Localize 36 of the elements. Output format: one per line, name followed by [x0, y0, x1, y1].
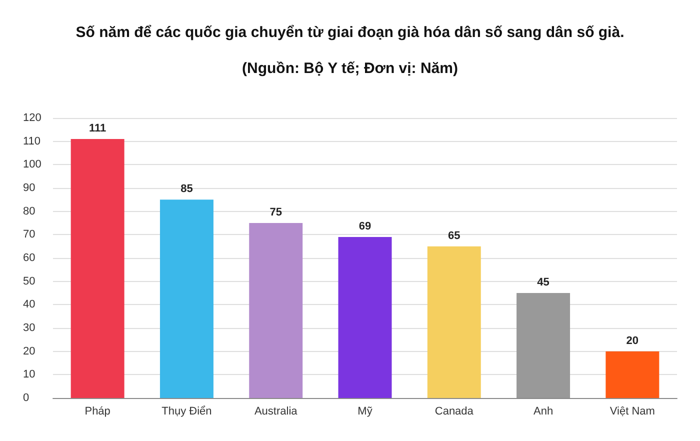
- y-tick-label: 120: [23, 112, 42, 124]
- bar: [427, 246, 481, 398]
- bar: [606, 351, 660, 398]
- chart-title: Số năm để các quốc gia chuyển từ giai đoạn già hóa dân số sang dân số già.: [76, 24, 624, 41]
- x-tick-label: Canada: [434, 406, 474, 418]
- bar: [70, 139, 124, 398]
- bar: [249, 223, 303, 398]
- y-tick-label: 80: [23, 205, 36, 218]
- bar: [516, 293, 570, 398]
- data-label: 20: [626, 334, 639, 347]
- y-tick-label: 110: [23, 135, 41, 148]
- data-label: 45: [537, 276, 550, 288]
- data-label: 69: [358, 220, 372, 232]
- x-tick-label: Mỹ: [358, 406, 373, 418]
- y-tick-label: 60: [23, 252, 36, 264]
- x-tick-label: Pháp: [84, 406, 110, 418]
- y-tick-label: 100: [23, 158, 42, 171]
- data-label: 85: [180, 183, 193, 196]
- y-tick-label: 50: [23, 275, 36, 288]
- y-tick-label: 30: [23, 322, 36, 334]
- bar: [160, 200, 214, 398]
- y-tick-label: 20: [23, 345, 36, 358]
- data-label: 75: [270, 206, 282, 218]
- data-label: 111: [89, 122, 106, 134]
- y-tick-label: 10: [23, 368, 36, 381]
- y-tick-label: 40: [23, 298, 36, 311]
- y-tick-label: 70: [23, 228, 36, 241]
- data-label: 65: [448, 230, 460, 242]
- x-tick-label: Việt Nam: [610, 406, 655, 418]
- y-tick-label: 0: [23, 392, 30, 404]
- x-tick-label: Australia: [254, 406, 298, 418]
- chart-subtitle: (Nguồn: Bộ Y tế; Đơn vị: Năm): [242, 60, 458, 77]
- x-tick-label: Anh: [533, 406, 554, 418]
- bar: [338, 237, 392, 398]
- x-tick-label: Thụy Điển: [162, 406, 212, 418]
- y-tick-label: 90: [23, 182, 36, 194]
